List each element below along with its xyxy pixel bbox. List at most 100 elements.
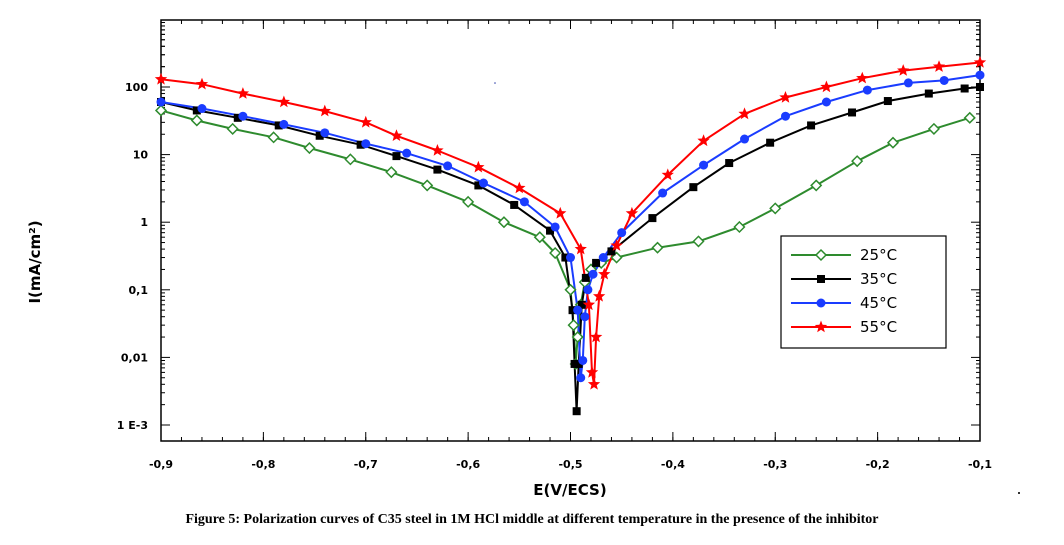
data-point-45c bbox=[740, 134, 750, 144]
data-point-45c bbox=[550, 222, 560, 232]
data-point-45c bbox=[975, 70, 985, 80]
data-point-35c bbox=[577, 300, 586, 309]
data-point-45c bbox=[566, 253, 575, 263]
data-point-55c bbox=[589, 330, 603, 343]
data-point-25c bbox=[851, 155, 864, 168]
x-tick-label: -0,7 bbox=[354, 458, 378, 471]
x-tick-labels: -0,9 -0,8 -0,7 -0,6 -0,5 -0,4 -0,3 -0,2 -0,1 bbox=[149, 458, 992, 471]
data-point-35c bbox=[433, 165, 442, 174]
data-point-25c bbox=[769, 202, 782, 215]
data-point-35c bbox=[607, 247, 616, 256]
data-point-25c bbox=[963, 111, 976, 124]
data-point-45c bbox=[588, 269, 598, 279]
minor-ticks bbox=[160, 20, 981, 441]
data-point-55c bbox=[598, 267, 611, 280]
data-point-25c bbox=[810, 179, 823, 192]
x-tick-label: -0,6 bbox=[456, 458, 480, 471]
y-tick-label: 0,1 bbox=[129, 284, 149, 297]
data-point-45c bbox=[402, 148, 412, 158]
data-point-35c bbox=[574, 359, 583, 368]
series-line-35c bbox=[160, 86, 981, 413]
data-point-35c bbox=[570, 359, 579, 368]
series-line-25c bbox=[160, 109, 971, 365]
data-point-25c bbox=[571, 330, 584, 344]
legend-marker-25c bbox=[814, 248, 828, 262]
data-point-55c bbox=[582, 298, 596, 311]
data-point-45c bbox=[617, 228, 627, 238]
data-point-35c bbox=[315, 131, 324, 140]
data-point-25c bbox=[567, 319, 580, 332]
figure-caption: Figure 5: Polarization curves of C35 ste… bbox=[185, 512, 879, 527]
data-point-45c bbox=[279, 119, 289, 129]
legend-label-25c: 25°C bbox=[860, 246, 897, 264]
data-point-45c bbox=[658, 188, 668, 198]
data-point-45c bbox=[197, 104, 207, 114]
data-point-25c bbox=[154, 104, 168, 117]
data-point-55c bbox=[277, 95, 290, 108]
data-point-45c bbox=[583, 285, 593, 295]
data-point-25c bbox=[692, 235, 705, 248]
data-point-55c bbox=[513, 181, 526, 194]
data-point-45c bbox=[519, 197, 529, 207]
data-point-45c bbox=[576, 373, 586, 383]
data-point-25c bbox=[267, 131, 280, 144]
data-point-35c bbox=[356, 140, 365, 149]
data-point-55c bbox=[390, 129, 403, 141]
data-point-35c bbox=[592, 258, 601, 267]
data-point-25c bbox=[533, 231, 546, 244]
data-point-55c bbox=[431, 144, 444, 156]
legend-marker-45c bbox=[816, 298, 826, 308]
legend-marker-35c bbox=[817, 275, 825, 283]
data-point-35c bbox=[568, 306, 577, 315]
data-point-45c bbox=[238, 111, 248, 121]
data-point-55c bbox=[661, 168, 674, 181]
stray-mark bbox=[1018, 492, 1020, 494]
data-point-55c bbox=[973, 56, 987, 68]
data-point-55c bbox=[236, 87, 250, 99]
data-point-55c bbox=[554, 206, 567, 219]
data-point-35c bbox=[572, 407, 581, 416]
data-point-25c bbox=[549, 246, 562, 260]
data-point-35c bbox=[976, 83, 984, 91]
data-point-55c bbox=[195, 77, 209, 90]
data-point-45c bbox=[443, 161, 453, 171]
data-point-55c bbox=[697, 134, 710, 147]
series-markers bbox=[154, 56, 987, 416]
major-ticks bbox=[160, 20, 981, 441]
data-point-55c bbox=[779, 91, 792, 103]
y-tick-label: 100 bbox=[125, 81, 148, 94]
legend-marker-55c bbox=[814, 320, 828, 333]
data-point-55c bbox=[593, 289, 606, 302]
polarization-chart: -0,9 -0,8 -0,7 -0,6 -0,5 -0,4 -0,3 -0,2 -0,1 1 E… bbox=[26, 19, 992, 499]
data-point-35c bbox=[960, 84, 969, 93]
legend-label-35c: 35°C bbox=[860, 270, 897, 288]
x-tick-label: -0,9 bbox=[149, 458, 173, 471]
data-point-45c bbox=[361, 139, 371, 149]
data-point-25c bbox=[462, 195, 475, 208]
x-tick-label: -0,1 bbox=[968, 458, 992, 471]
data-point-35c bbox=[474, 181, 483, 190]
data-point-45c bbox=[478, 178, 488, 188]
data-point-45c bbox=[862, 85, 872, 95]
data-point-55c bbox=[154, 72, 168, 85]
data-point-25c bbox=[886, 136, 900, 149]
data-point-25c bbox=[303, 141, 316, 155]
legend-label-55c: 55°C bbox=[860, 318, 897, 336]
data-point-45c bbox=[580, 312, 590, 322]
data-point-25c bbox=[421, 179, 434, 192]
data-point-45c bbox=[573, 305, 583, 315]
data-point-25c bbox=[927, 122, 940, 135]
data-point-55c bbox=[856, 71, 869, 84]
data-point-45c bbox=[903, 78, 913, 88]
data-point-35c bbox=[561, 253, 570, 262]
x-tick-label: -0,5 bbox=[558, 458, 582, 471]
data-point-55c bbox=[738, 107, 751, 120]
data-point-25c bbox=[651, 241, 664, 254]
data-point-25c bbox=[344, 153, 357, 166]
data-point-35c bbox=[546, 226, 555, 235]
x-tick-label: -0,2 bbox=[866, 458, 890, 471]
data-point-55c bbox=[574, 242, 587, 255]
data-point-55c bbox=[932, 60, 946, 72]
data-point-55c bbox=[625, 206, 639, 219]
data-point-35c bbox=[192, 106, 201, 115]
